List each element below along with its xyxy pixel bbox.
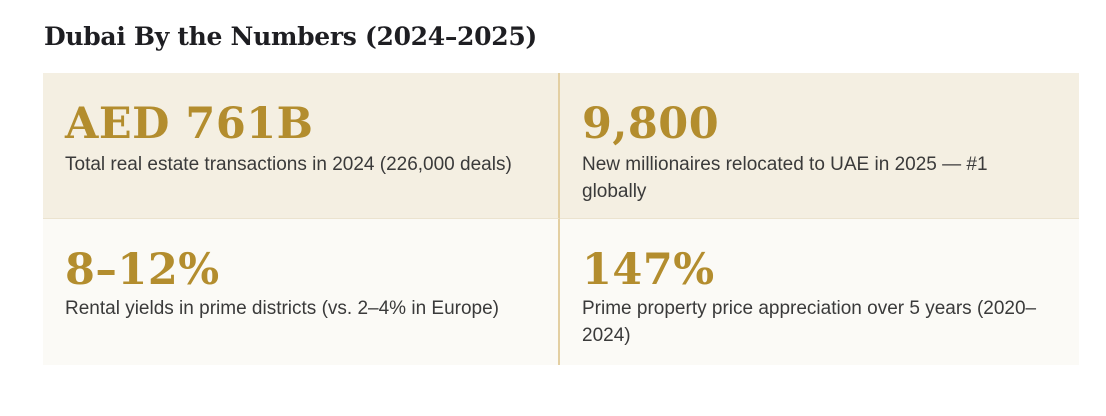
section-title: Dubai By the Numbers (2024–2025) — [44, 22, 537, 51]
stat-value: 9,800 — [582, 99, 720, 149]
stat-card-millionaires: 9,800 New millionaires relocated to UAE … — [560, 73, 1079, 219]
stat-card-rental-yields: 8–12% Rental yields in prime districts (… — [43, 219, 560, 365]
stat-description: Total real estate transactions in 2024 (… — [65, 154, 512, 175]
stat-value: 147% — [582, 245, 715, 295]
stat-description: New millionaires relocated to UAE in 202… — [582, 154, 988, 202]
stat-description: Prime property price appreciation over 5… — [582, 298, 1037, 346]
stat-description: Rental yields in prime districts (vs. 2–… — [65, 298, 500, 319]
stat-value: 8–12% — [65, 245, 220, 295]
stat-card-price-appreciation: 147% Prime property price appreciation o… — [560, 219, 1079, 365]
stat-card-transactions: AED 761B Total real estate transactions … — [43, 73, 560, 219]
stat-value: AED 761B — [65, 99, 314, 149]
stats-grid: AED 761B Total real estate transactions … — [43, 73, 1079, 365]
